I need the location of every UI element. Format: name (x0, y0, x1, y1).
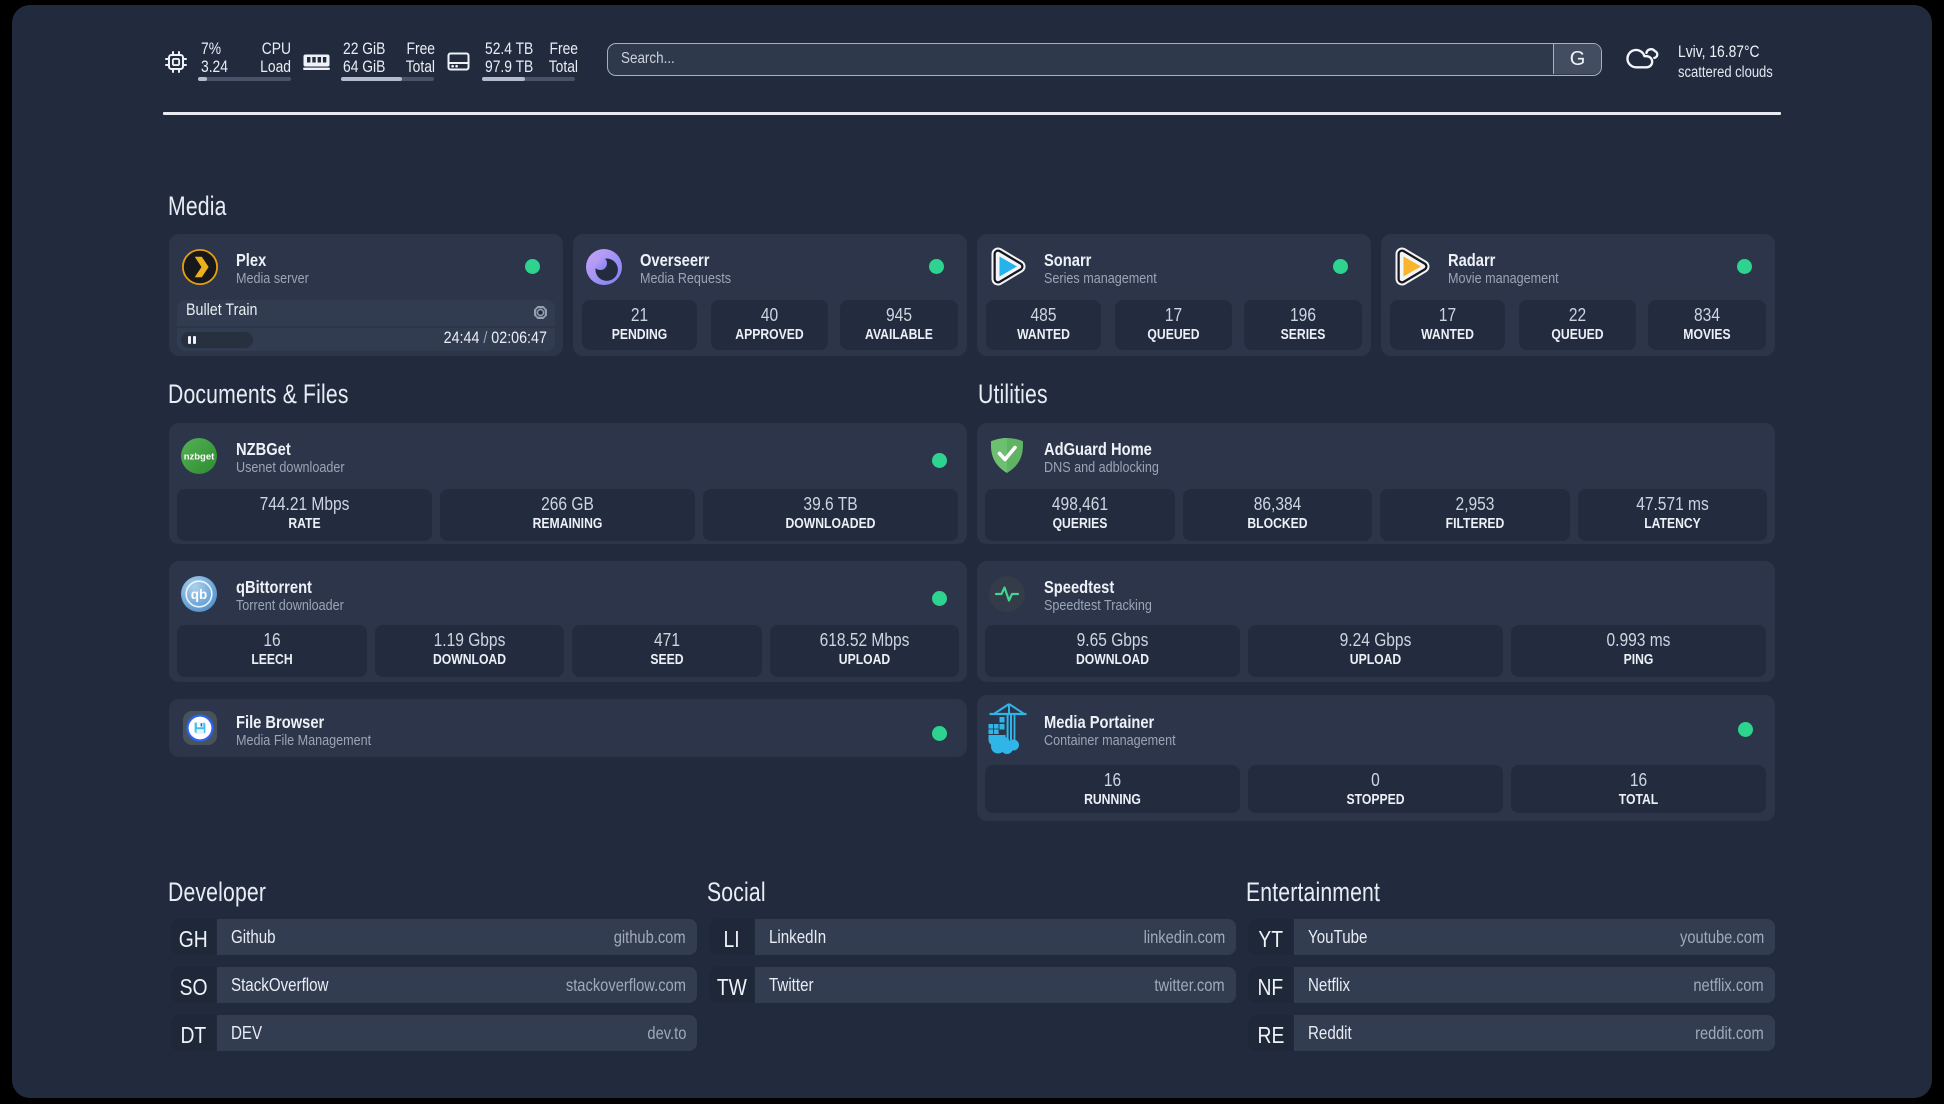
svg-text:qb: qb (191, 587, 208, 602)
svg-text:nzbget: nzbget (184, 452, 215, 463)
